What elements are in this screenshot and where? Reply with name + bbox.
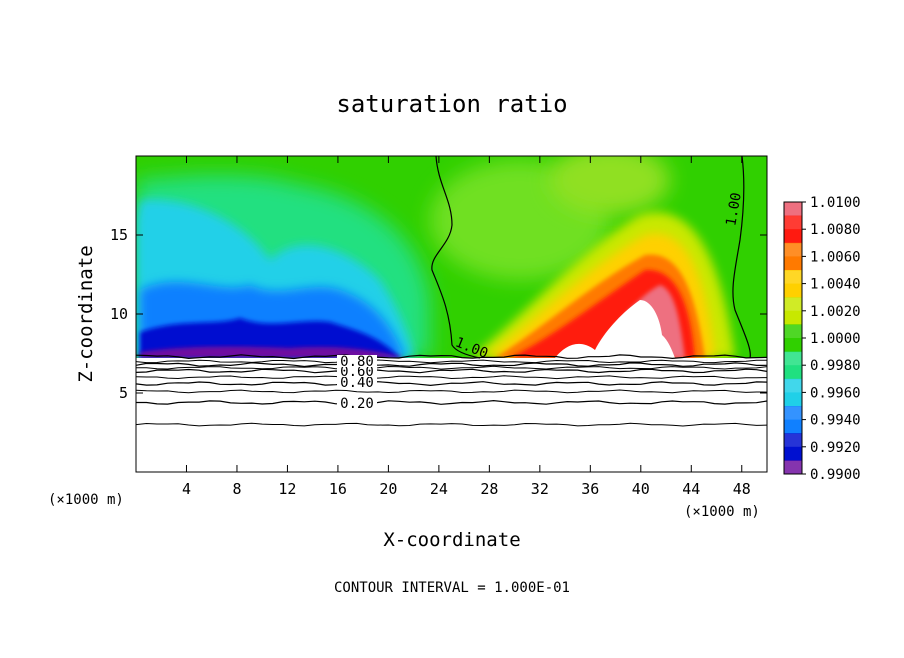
y-tick-label: 10 [110,305,128,323]
contour-label: 0.80 [340,354,374,370]
colorbar-band [784,297,802,312]
y-axis: 5 10 15 [110,226,767,402]
colorbar-band [784,324,802,339]
x-tick-label: 8 [232,480,241,498]
colorbar-label: 0.9980 [810,358,861,374]
x-tick-label: 28 [480,480,498,498]
colorbar-band [784,406,802,421]
contour-line [136,368,767,374]
contour-line [136,359,767,364]
contour-line [136,365,767,370]
colorbar-band [784,419,802,434]
colorbar-band [784,378,802,393]
colorbar-label: 1.0020 [810,304,861,320]
colorbar-label: 1.0080 [810,222,861,238]
contour-line [136,422,767,427]
colorbar-band [784,310,802,325]
contour-label-bg [337,355,377,367]
colorbar: 1.0100 1.0080 1.0060 1.0040 1.0020 1.0000 0.99… [783,195,861,483]
contour-line [136,375,767,380]
colorbar-band [784,446,802,461]
colorbar-label: 0.9920 [810,440,861,456]
contour-label-bg [337,365,377,377]
colorbar-band [784,229,802,244]
x-tick-label: 44 [682,480,700,498]
contour-interval-note: CONTOUR INTERVAL = 1.000E-01 [334,580,570,596]
contour-line [136,354,767,360]
colorbar-band [784,256,802,271]
colorbar-band [784,215,802,230]
x-tick-label: 12 [278,480,296,498]
contour-line [136,399,767,405]
lower-layer [136,358,767,472]
colorbar-band [784,433,802,448]
x-tick-label: 40 [632,480,650,498]
contour-label: 0.60 [340,364,374,380]
colorbar-band [784,365,802,380]
x-unit-label: (×1000 m) [684,504,760,520]
x-axis: 4 8 12 16 20 24 28 32 36 40 44 48 [182,156,751,498]
x-tick-label: 48 [733,480,751,498]
colorbar-band [784,270,802,285]
colorbar-label: 1.0000 [810,331,861,347]
contour-line-1.00 [431,156,481,359]
contour-line [136,362,767,368]
x-tick-label: 36 [581,480,599,498]
colorbar-label: 0.9900 [810,467,861,483]
x-tick-label: 16 [329,480,347,498]
y-unit-label: (×1000 m) [48,492,124,508]
contour-label: 0.40 [340,375,374,391]
contour-line-1.00 [732,156,751,359]
x-tick-label: 24 [430,480,448,498]
contour-label-bg [337,397,377,409]
contour-line [136,381,767,387]
colorbar-band [784,338,802,353]
colorbar-label: 0.9940 [810,413,861,429]
colorbar-label: 1.0040 [810,277,861,293]
field-area [136,156,767,472]
x-tick-label: 4 [182,480,191,498]
contour-line [136,389,767,394]
x-tick-label: 20 [379,480,397,498]
y-tick-label: 15 [110,226,128,244]
colorbar-band [784,460,802,475]
y-axis-label: Z-coordinate [75,245,97,382]
field-gap [555,300,675,358]
colorbar-band [784,202,802,217]
colorbar-band [784,392,802,407]
contour-lines [136,156,767,427]
contour-label: 0.20 [340,396,374,412]
colorbar-label: 1.0060 [810,249,861,265]
colorbar-label: 1.0100 [810,195,861,211]
colorbar-band [784,351,802,366]
contour-label-bg [337,376,377,388]
x-axis-label: X-coordinate [383,529,520,551]
field-patch [550,156,670,215]
colorbar-band [784,283,802,298]
colorbar-label: 0.9960 [810,385,861,401]
y-tick-label: 5 [119,384,128,402]
contour-label: 1.00 [723,191,745,227]
colorbar-band [784,242,802,257]
x-tick-label: 32 [531,480,549,498]
chart-title: saturation ratio [336,90,567,118]
